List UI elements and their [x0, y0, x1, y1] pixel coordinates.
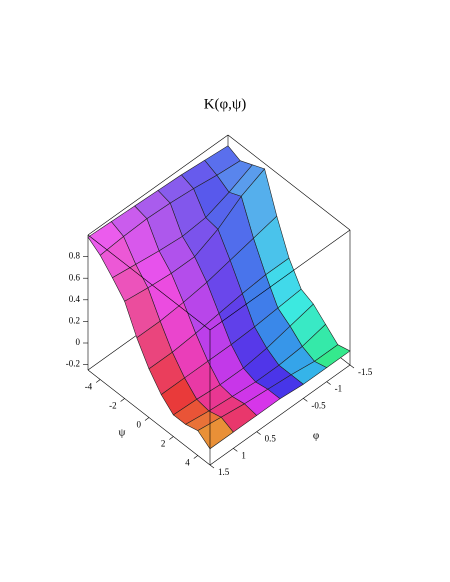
y-tick: [349, 364, 355, 369]
x-tick: [120, 398, 125, 402]
x-axis-label: ψ: [119, 427, 126, 439]
z-tick-label: 0: [76, 337, 81, 347]
x-tick: [96, 379, 101, 383]
x-tick-label: -4: [85, 382, 93, 392]
z-tick-label: -0.2: [66, 359, 80, 369]
x-tick-label: -2: [109, 401, 117, 411]
y-tick-label: 1.5: [218, 467, 230, 477]
x-tick-label: 0: [137, 420, 142, 430]
y-tick-label: -1.5: [358, 367, 373, 377]
box-edge: [209, 229, 351, 331]
x-tick: [169, 436, 174, 440]
box-edge: [87, 134, 229, 236]
x-tick-label: 4: [185, 458, 190, 468]
y-tick: [233, 448, 238, 452]
y-tick: [303, 398, 308, 402]
y-tick-label: 1: [241, 450, 246, 460]
x-tick-label: 2: [161, 439, 166, 449]
y-tick-label: -0.5: [311, 400, 326, 410]
z-tick-label: 0.2: [69, 315, 80, 325]
y-tick-label: -1: [335, 384, 343, 394]
y-tick: [326, 381, 331, 385]
y-tick-label: 0.5: [265, 434, 277, 444]
z-tick-label: 0.4: [69, 294, 81, 304]
x-tick: [144, 417, 150, 421]
y-axis-label: φ: [313, 430, 319, 442]
x-tick: [193, 455, 198, 459]
box-edge: [227, 134, 351, 231]
box-edge: [87, 234, 211, 331]
z-tick-label: 0.8: [69, 251, 81, 261]
chart-title: K(φ,ψ): [204, 96, 247, 112]
y-tick: [209, 464, 215, 469]
y-tick: [256, 431, 261, 435]
z-tick-label: 0.6: [69, 272, 81, 282]
